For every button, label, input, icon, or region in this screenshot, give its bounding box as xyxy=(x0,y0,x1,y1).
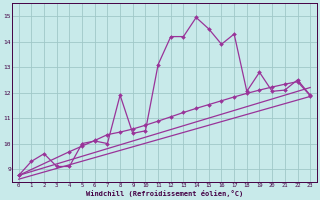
X-axis label: Windchill (Refroidissement éolien,°C): Windchill (Refroidissement éolien,°C) xyxy=(86,190,243,197)
